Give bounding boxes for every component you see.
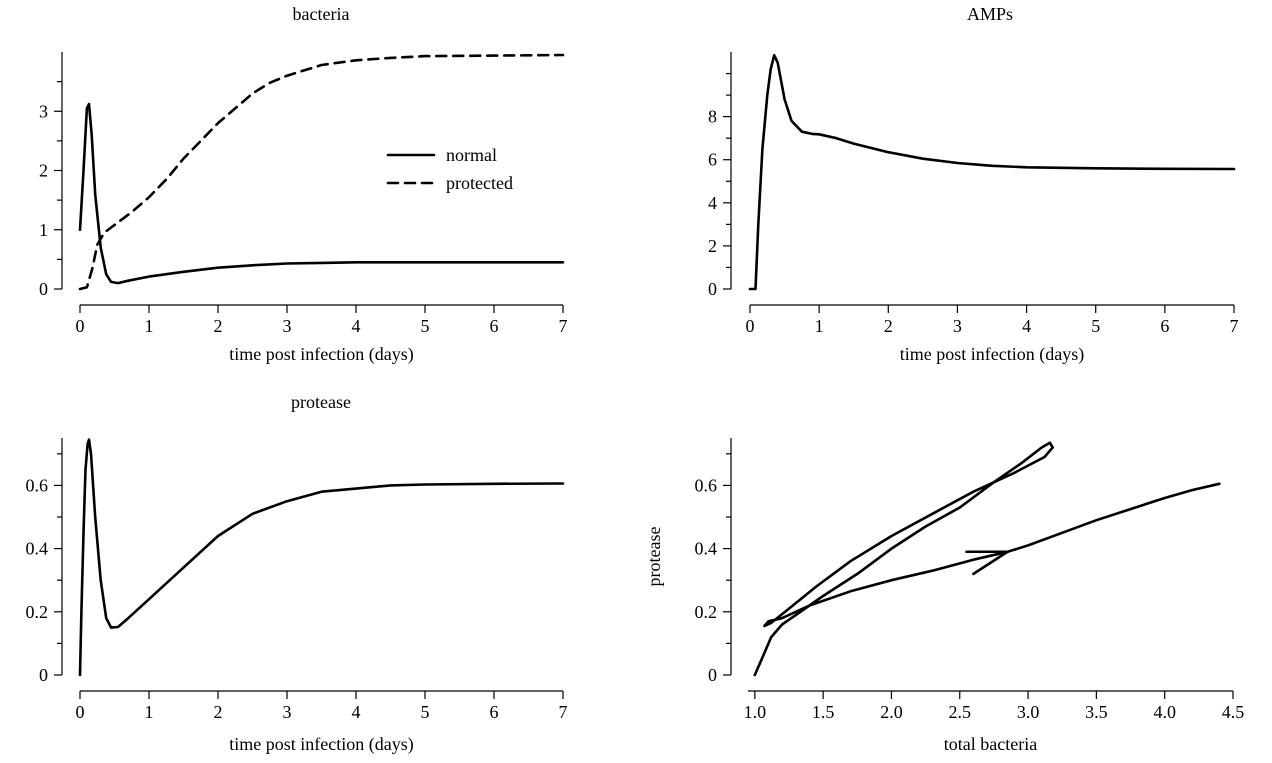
legend-label-normal: normal <box>446 145 497 165</box>
x-tick-label: 3 <box>283 702 292 722</box>
x-tick-label: 7 <box>559 702 568 722</box>
x-tick-label: 7 <box>1230 316 1239 336</box>
series-line-0 <box>78 438 565 677</box>
y-tick-label: 2 <box>39 161 48 181</box>
x-tick-label: 7 <box>559 316 568 336</box>
x-tick-label: 6 <box>1160 316 1169 336</box>
x-axis-label: total bacteria <box>944 734 1037 754</box>
y-tick-label: 6 <box>708 150 717 170</box>
x-tick-label: 3 <box>283 316 292 336</box>
y-tick-label: 1 <box>39 220 48 240</box>
y-tick-label: 3 <box>39 101 48 121</box>
x-tick-label: 2.5 <box>949 702 972 722</box>
series-line-0 <box>753 441 1221 677</box>
x-tick-label: 0 <box>76 316 85 336</box>
y-tick-label: 0 <box>39 665 48 685</box>
x-tick-label: 3.5 <box>1085 702 1108 722</box>
y-tick-label: 0.4 <box>695 539 718 559</box>
chart-title: bacteria <box>293 4 350 24</box>
y-tick-label: 0.2 <box>695 602 718 622</box>
y-tick-label: 8 <box>708 107 717 127</box>
x-tick-label: 4.5 <box>1222 702 1245 722</box>
series-normal <box>78 102 565 285</box>
y-tick-label: 0 <box>708 279 717 299</box>
x-tick-label: 3.0 <box>1017 702 1040 722</box>
x-tick-label: 5 <box>421 316 430 336</box>
chart-title: AMPs <box>967 4 1013 24</box>
chart-bacteria: 0 1 2 3 4 5 6 7 0 1 2 3 bacteria time post infection … <box>39 4 568 365</box>
x-axis-label: time post infection (days) <box>229 344 413 365</box>
y-tick-label: 2 <box>708 236 717 256</box>
legend: normal protected <box>386 145 513 193</box>
x-tick-label: 5 <box>421 702 430 722</box>
x-tick-label: 6 <box>490 316 499 336</box>
y-tick-label: 0 <box>39 279 48 299</box>
x-tick-label: 1 <box>815 316 824 336</box>
chart-title: protease <box>291 392 351 412</box>
y-tick-label: 0.2 <box>26 602 49 622</box>
x-tick-label: 5 <box>1091 316 1100 336</box>
x-tick-label: 0 <box>746 316 755 336</box>
x-tick-label: 4 <box>1022 316 1031 336</box>
legend-label-protected: protected <box>446 173 513 193</box>
x-tick-label: 2 <box>884 316 893 336</box>
chart-protease: 0 1 2 3 4 5 6 7 0 0.2 0.4 0.6 protease time post infe… <box>26 392 568 755</box>
x-tick-label: 6 <box>490 702 499 722</box>
chart-phase: 1.0 1.5 2.0 2.5 3.0 3.5 4.0 4.5 0 0.2 0.4 0.6 total … <box>644 438 1244 754</box>
x-tick-label: 0 <box>76 702 85 722</box>
chart-amps: 0 1 2 3 4 5 6 7 0 2 4 6 8 AMPs time post infection (da… <box>708 4 1239 365</box>
y-tick-label: 0.6 <box>695 475 718 495</box>
x-tick-label: 4 <box>352 316 361 336</box>
arrow-head-bottom <box>972 550 1009 576</box>
x-tick-label: 1 <box>145 316 154 336</box>
x-axis-label: time post infection (days) <box>229 734 413 755</box>
series-protected <box>78 53 565 291</box>
y-axis-label: protease <box>644 527 664 587</box>
y-tick-label: 4 <box>708 193 717 213</box>
x-tick-label: 1.0 <box>744 702 767 722</box>
x-tick-label: 2 <box>214 702 223 722</box>
y-tick-label: 0.4 <box>26 539 49 559</box>
x-tick-label: 4.0 <box>1153 702 1176 722</box>
x-tick-label: 1 <box>145 702 154 722</box>
x-tick-label: 1.5 <box>812 702 835 722</box>
x-axis-label: time post infection (days) <box>900 344 1084 365</box>
y-tick-label: 0.6 <box>26 475 49 495</box>
x-tick-label: 2 <box>214 316 223 336</box>
series-line-0 <box>748 53 1236 291</box>
x-tick-label: 2.0 <box>880 702 903 722</box>
x-tick-label: 3 <box>953 316 962 336</box>
y-tick-label: 0 <box>708 665 717 685</box>
x-tick-label: 4 <box>352 702 361 722</box>
